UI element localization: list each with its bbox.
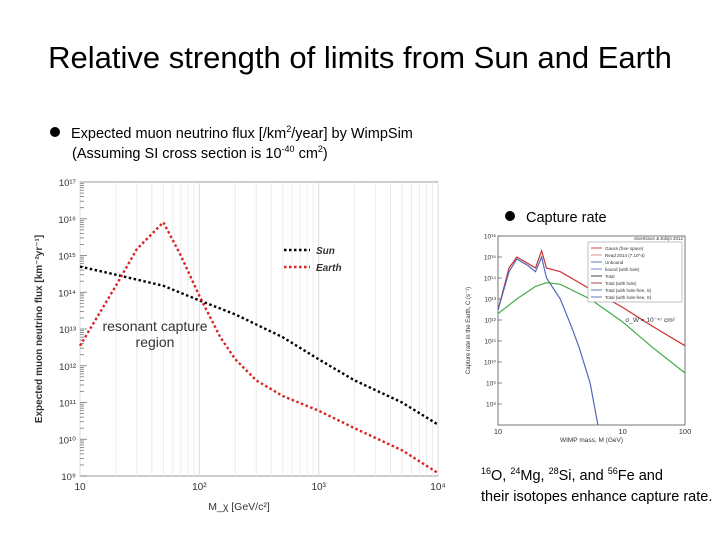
flux-x-tick-label: 10⁴ xyxy=(430,482,445,493)
isotope-mass-2: 28 xyxy=(548,466,559,477)
capture-x-axis-label: WIMP mass, M (GeV) xyxy=(560,437,623,444)
flux-y-tick-label: 10¹⁴ xyxy=(58,288,76,299)
flux-y-tick-label: 10¹⁶ xyxy=(58,215,76,226)
capture-legend-label: Total (with hole-free, S) xyxy=(605,295,652,300)
capture-series-gauss xyxy=(497,248,686,347)
flux-plot-area xyxy=(79,181,439,477)
flux-y-tick-label: 10¹⁰ xyxy=(58,435,76,446)
isotope-note: 16O, 24Mg, 28Si, and 56Fe and their isot… xyxy=(481,466,716,508)
capture-bullet-text: Capture rate xyxy=(526,210,607,226)
bullet-dot-icon xyxy=(50,127,60,137)
isotope-element-1: Mg, xyxy=(520,468,549,484)
isotope-mass-1: 24 xyxy=(510,466,521,477)
flux-annotation-line1: resonant capture xyxy=(102,318,207,334)
cross-section-unit: cm xyxy=(294,146,318,162)
flux-bullet-text-b: /year] by WimpSim xyxy=(291,126,413,142)
capture-y-tick-label: 10¹⁴ xyxy=(484,276,496,283)
capture-x-tick-label: 100 xyxy=(679,427,692,436)
flux-y-tick-label: 10¹³ xyxy=(59,325,76,336)
isotope-line: 16O, 24Mg, 28Si, and 56Fe and xyxy=(481,466,663,484)
capture-y-tick-label: 10¹¹ xyxy=(484,339,496,346)
capture-legend-label: Gauss (free space) xyxy=(605,246,644,251)
flux-bullet-line2: (Assuming SI cross section is 10-40 cm2) xyxy=(50,144,413,164)
flux-series-sun xyxy=(79,265,439,426)
capture-series-bound xyxy=(497,282,686,374)
flux-y-tick-label: 10¹² xyxy=(59,362,76,373)
flux-series-earth xyxy=(78,220,439,475)
isotope-mass-3: 56 xyxy=(607,466,618,477)
capture-y-tick-label: 10⁸ xyxy=(486,402,496,409)
capture-chart: 10¹⁶ 10¹⁵ 10¹⁴ 10¹³ 10¹² 10¹¹ 10¹⁰ 10⁹ 10⁸ 10 10 10… xyxy=(466,234,692,445)
isotope-line2: their isotopes enhance capture rate. xyxy=(481,489,713,505)
flux-y-tick-label: 10¹¹ xyxy=(59,399,76,410)
capture-y-tick-label: 10⁹ xyxy=(486,381,496,388)
capture-legend-label: Total (with hole-free, S) xyxy=(605,288,652,293)
bullet-dot-icon xyxy=(505,211,515,221)
capture-bullet: Capture rate xyxy=(505,210,607,226)
capture-legend-label: Total (with hole) xyxy=(605,281,637,286)
capture-legend-label: Total xyxy=(605,274,615,279)
flux-bullet-line1: Expected muon neutrino flux [/km2/year] … xyxy=(50,124,413,144)
flux-bullet-sup: 2 xyxy=(286,124,292,135)
flux-x-tick-label: 10³ xyxy=(311,482,326,493)
capture-y-tick-label: 10¹⁵ xyxy=(484,255,496,262)
isotope-element-2: Si, and xyxy=(558,468,608,484)
capture-y-tick-label: 10¹² xyxy=(484,318,496,325)
capture-legend-box xyxy=(587,241,683,303)
capture-legend-label: Unbound xyxy=(605,260,624,265)
flux-bullet: Expected muon neutrino flux [/km2/year] … xyxy=(50,124,413,164)
flux-y-tick-label: 10⁹ xyxy=(61,472,76,483)
isotope-element-3: Fe and xyxy=(617,468,663,484)
flux-legend-label: Sun xyxy=(316,246,335,257)
flux-legend-label: Earth xyxy=(316,263,342,274)
isotope-mass-0: 16 xyxy=(481,466,492,477)
flux-bullet-text-a: Expected muon neutrino flux [/km xyxy=(71,126,287,142)
capture-y-tick-label: 10¹³ xyxy=(484,297,496,304)
cross-section-close: ) xyxy=(322,146,328,162)
cross-section-unit-exp: 2 xyxy=(317,144,323,155)
cross-section-text-a: (Assuming SI cross section is 10 xyxy=(72,146,282,162)
capture-x-tick-label: 10 xyxy=(618,427,626,436)
slide-title: Relative strength of limits from Sun and… xyxy=(48,40,672,75)
flux-x-axis-label: M_χ [GeV/c²] xyxy=(208,501,270,513)
flux-chart: 10⁹ 10¹⁰ 10¹¹ 10¹² 10¹³ 10¹⁴ 10¹⁵ 10¹⁶ 10¹⁷ 10 10²… xyxy=(34,178,446,513)
flux-y-axis-label: Expected muon neutrino flux [km⁻²yr⁻¹] xyxy=(34,235,45,423)
isotope-element-0: O, xyxy=(491,468,511,484)
flux-y-tick-label: 10¹⁵ xyxy=(58,252,76,263)
flux-x-tick-label: 10 xyxy=(74,482,86,493)
capture-legend-label: Read 2014 (7.10^4) xyxy=(605,253,645,258)
capture-source-label: Sivertsson & Edsjö 2012 xyxy=(634,236,684,241)
capture-legend-label: bound (with hole) xyxy=(605,267,640,272)
flux-annotation-line2: region xyxy=(136,334,175,350)
cross-section-exp: -40 xyxy=(281,144,295,155)
capture-y-tick-label: 10¹⁰ xyxy=(484,360,496,367)
flux-x-tick-label: 10² xyxy=(192,482,207,493)
capture-y-tick-label: 10¹⁶ xyxy=(484,234,496,241)
capture-x-tick-label: 10 xyxy=(494,427,502,436)
capture-sigma-label: σ_W = 10⁻⁴⁷ cm² xyxy=(625,317,675,324)
capture-series-unbound xyxy=(497,255,599,426)
capture-y-axis-label: Capture rate in the Earth, C (s⁻¹) xyxy=(466,287,472,374)
flux-y-tick-label: 10¹⁷ xyxy=(59,178,77,189)
